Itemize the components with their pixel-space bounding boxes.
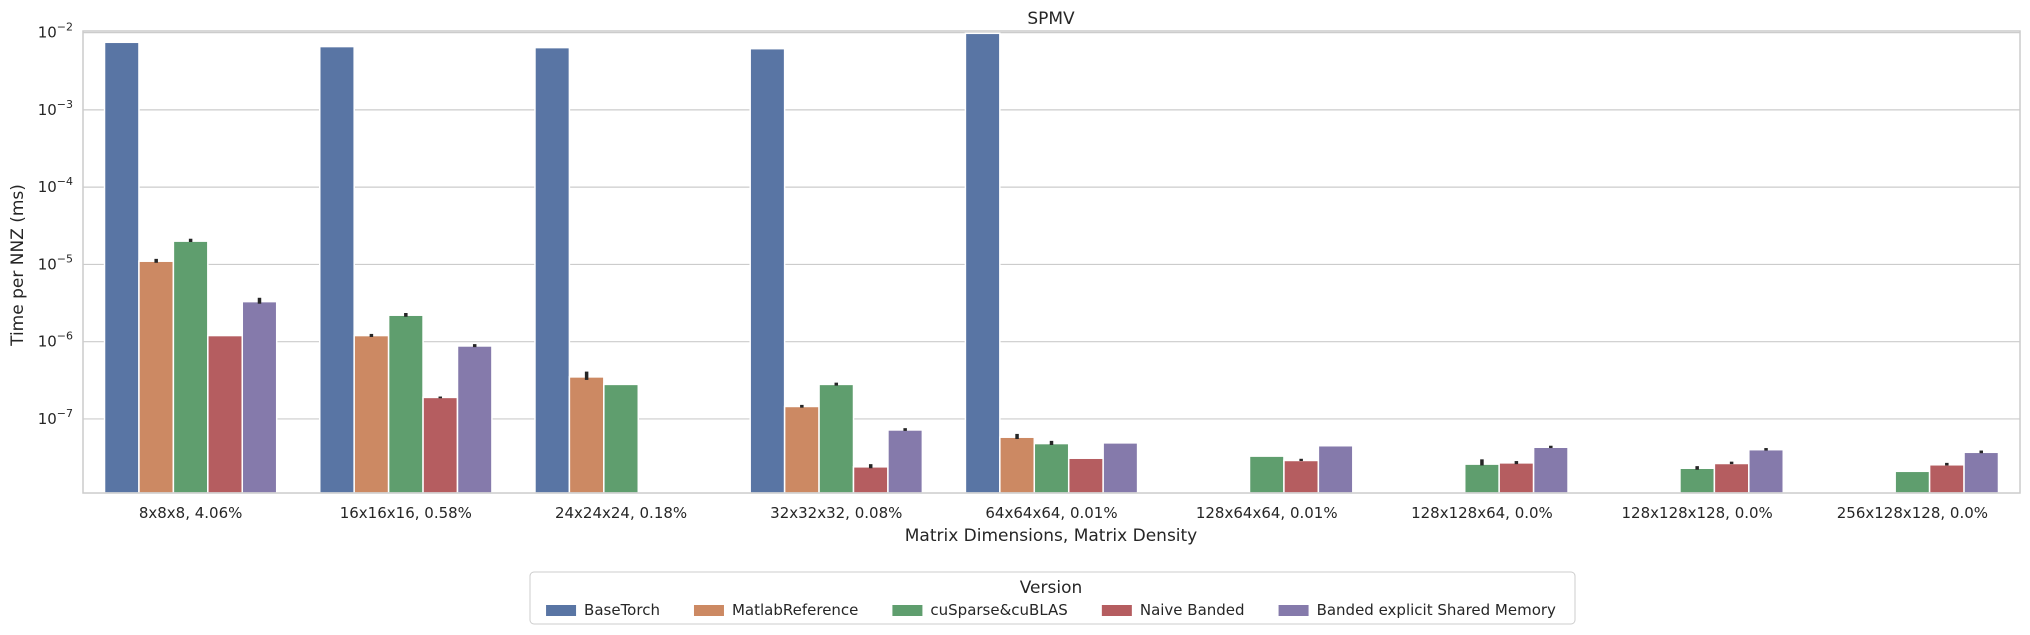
x-tick-label: 24x24x24, 0.18% (555, 504, 687, 522)
legend-label: Banded explicit Shared Memory (1317, 601, 1556, 619)
bar (603, 383, 640, 494)
bar (1067, 457, 1104, 494)
y-tick-base: 10 (38, 255, 57, 273)
y-tick-exponent: −2 (57, 21, 73, 34)
legend-swatch (1101, 605, 1132, 616)
bar (422, 396, 459, 494)
bar-layer (103, 32, 2000, 494)
bar (1283, 459, 1320, 494)
bar (353, 334, 390, 494)
y-tick-exponent: −7 (57, 407, 73, 420)
y-tick-exponent: −5 (57, 252, 73, 265)
y-tick-exponent: −4 (57, 175, 73, 188)
x-tick-label: 64x64x64, 0.01% (985, 504, 1117, 522)
x-tick-label: 128x128x128, 0.0% (1622, 504, 1773, 522)
y-tick-base: 10 (38, 410, 57, 428)
bar (887, 429, 924, 494)
plot-frame (82, 30, 2021, 494)
bar (318, 45, 355, 494)
y-tick-label: 10−7 (38, 407, 73, 428)
y-tick-exponent: −3 (57, 98, 73, 111)
y-tick-label: 10−5 (38, 252, 73, 273)
x-tick-label: 256x128x128, 0.0% (1837, 504, 1988, 522)
bar (138, 260, 175, 494)
bar (568, 376, 605, 494)
bar (1894, 470, 1931, 494)
y-tick-label: 10−6 (38, 330, 73, 351)
x-tick-label: 128x128x64, 0.0% (1411, 504, 1553, 522)
bar (207, 334, 244, 494)
legend-frame (529, 571, 1576, 625)
bar (1963, 451, 2000, 494)
bar (1033, 442, 1070, 494)
x-tick-label: 8x8x8, 4.06% (139, 504, 243, 522)
legend-label: BaseTorch (584, 601, 660, 619)
legend-swatch (1278, 605, 1309, 616)
x-tick-label: 16x16x16, 0.58% (340, 504, 472, 522)
bar (387, 314, 424, 494)
bar (1102, 442, 1139, 494)
legend-label: cuSparse&cuBLAS (930, 601, 1067, 619)
bar (1713, 462, 1750, 494)
legend-label: Naive Banded (1140, 601, 1245, 619)
bar (456, 345, 493, 494)
bar (749, 47, 786, 494)
bar (103, 41, 140, 494)
bar (818, 383, 855, 494)
legend-swatch (892, 605, 923, 616)
bar (1748, 448, 1785, 494)
bar (1532, 446, 1569, 494)
bar (1248, 455, 1285, 494)
bar (534, 46, 571, 494)
bar (1679, 467, 1716, 494)
y-axis-label: Time per NNZ (ms) (8, 184, 28, 347)
bar (964, 32, 1001, 494)
y-tick-base: 10 (38, 333, 57, 351)
bar (1463, 463, 1500, 494)
y-tick-exponent: −6 (57, 330, 73, 343)
bar (852, 466, 889, 494)
x-axis-label: Matrix Dimensions, Matrix Density (905, 526, 1198, 546)
legend-swatch (693, 605, 724, 616)
y-tick-label: 10−4 (38, 175, 73, 196)
y-tick-label: 10−3 (38, 98, 73, 119)
x-tick-label: 32x32x32, 0.08% (770, 504, 902, 522)
bar (1928, 464, 1965, 494)
legend-swatch (546, 605, 577, 616)
y-tick-base: 10 (38, 101, 57, 119)
y-tick-label: 10−2 (38, 21, 73, 42)
x-tick-label: 128x64x64, 0.01% (1196, 504, 1338, 522)
legend-label: MatlabReference (732, 601, 858, 619)
legend-title: Version (1020, 578, 1083, 598)
legend: Version BaseTorch MatlabReference cuSparse… (529, 571, 1576, 625)
y-tick-base: 10 (38, 178, 57, 196)
bar (172, 240, 209, 494)
bar (1498, 462, 1535, 494)
chart-title: SPMV (1027, 9, 1075, 29)
bar (241, 300, 278, 494)
y-tick-base: 10 (38, 24, 57, 42)
bar (999, 436, 1036, 494)
bar (783, 405, 820, 494)
bar (1317, 444, 1354, 494)
